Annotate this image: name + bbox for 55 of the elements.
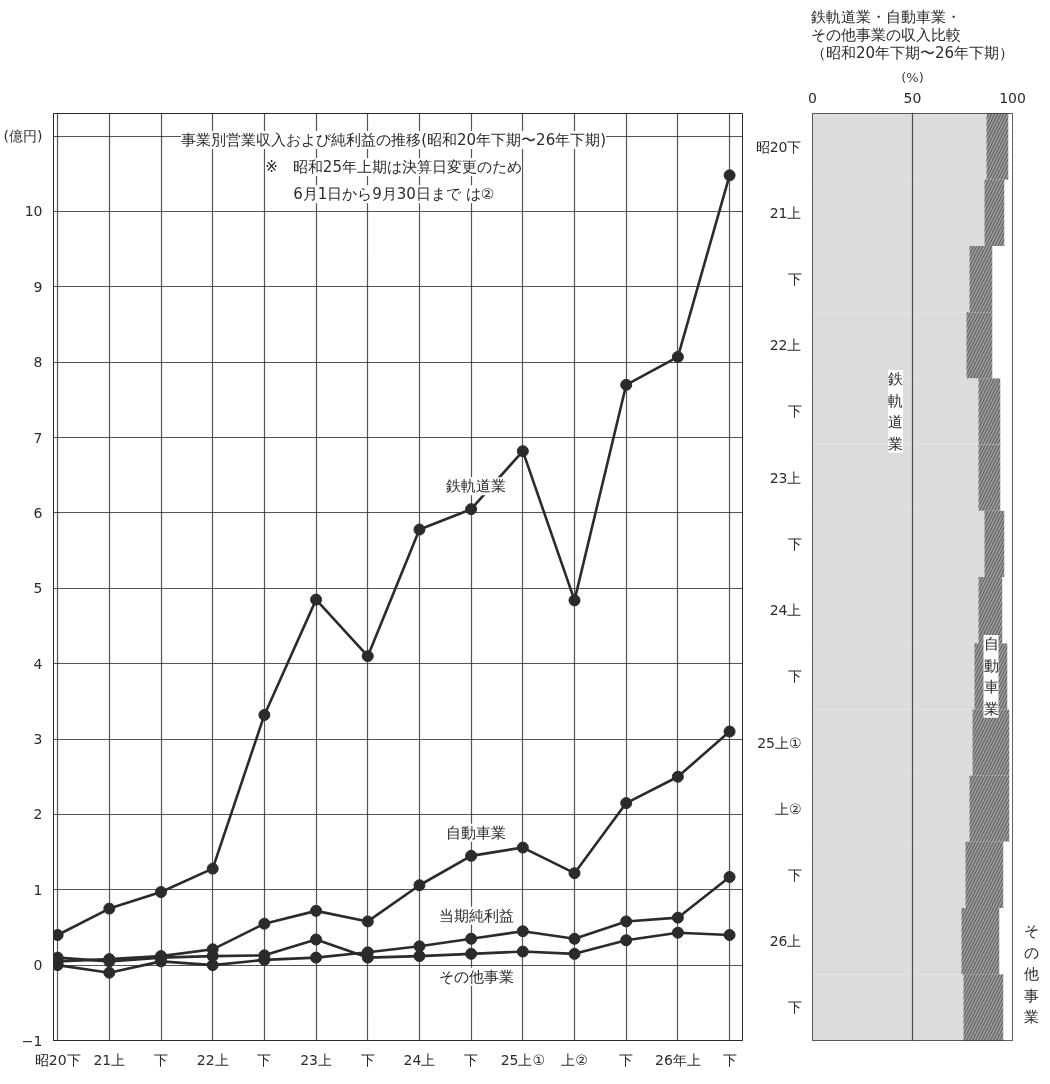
y-tick-label: 下	[787, 866, 802, 883]
x-tick-label: 下	[257, 1051, 272, 1068]
y-tick-label: 昭20下	[755, 138, 802, 155]
y-tick-label: (億円)	[3, 128, 43, 145]
y-tick-label: 24上	[769, 602, 802, 619]
y-tick-label: 4	[33, 655, 43, 672]
x-tick-label: 下	[722, 1051, 737, 1068]
y-tick-label: 6	[33, 504, 43, 521]
x-tick-label: 24上	[403, 1051, 436, 1068]
y-tick-label: 下	[787, 535, 802, 552]
x-tick-label: 下	[464, 1051, 479, 1068]
y-tick-label: 下	[787, 999, 802, 1016]
x-tick-label: 26年上	[654, 1051, 701, 1068]
series-label: 自動車業	[446, 823, 507, 842]
x-tick-label: 下	[619, 1051, 634, 1068]
x-tick-label: 25上①	[500, 1051, 546, 1068]
y-tick-label: 22上	[769, 337, 802, 354]
x-tick-label: 下	[154, 1051, 169, 1068]
x-tick-label: 0	[808, 89, 817, 106]
x-tick-label: 上②	[561, 1051, 588, 1068]
y-tick-label: 9	[33, 278, 43, 295]
series-label: 鉄軌道業	[888, 370, 903, 453]
y-tick-label: 23上	[769, 469, 802, 486]
x-tick-label: 23上	[300, 1051, 332, 1068]
annotation: 6月1日から9月30日まで は②	[293, 185, 495, 204]
x-tick-label: 50	[903, 89, 922, 106]
x-tick-label: 22上	[196, 1051, 229, 1068]
y-tick-label: 21上	[769, 204, 802, 221]
y-tick-label: 下	[787, 271, 802, 288]
text: 事業別営業収入および純利益の推移(昭和20年下期〜26年下期)	[181, 130, 607, 149]
x-axis-title: (%)	[901, 69, 924, 85]
y-tick-label: 下	[787, 403, 802, 420]
y-tick-label: −1	[21, 1032, 43, 1049]
y-tick-label: 上②	[774, 800, 802, 817]
y-tick-label: 8	[33, 354, 43, 371]
series-label: 当期純利益	[438, 906, 514, 925]
y-tick-label: 1	[33, 881, 43, 898]
x-tick-label: 下	[360, 1051, 375, 1068]
y-tick-label: 25上①	[757, 734, 802, 751]
y-tick-label: 10	[24, 203, 43, 220]
series-label: その他事業	[438, 967, 514, 986]
y-tick-label: 26上	[769, 933, 802, 950]
annotation: ※ 昭和25年上期は決算日変更のため	[265, 158, 522, 177]
y-tick-label: 0	[33, 957, 43, 974]
series-label: 自動車業	[983, 634, 999, 718]
y-tick-label: 3	[33, 731, 43, 748]
series-label: その他事業	[1023, 922, 1039, 1027]
y-tick-label: 5	[33, 580, 43, 597]
y-tick-label: 7	[33, 429, 43, 446]
x-tick-label: 100	[999, 89, 1026, 106]
series-label: 鉄軌道業	[446, 477, 507, 496]
x-tick-label: 21上	[93, 1051, 126, 1068]
y-tick-label: 2	[33, 806, 43, 823]
y-tick-label: 下	[787, 668, 802, 685]
chart-title: 鉄軌道業・自動車業・その他事業の収入比較（昭和20年下期〜26年下期）	[810, 7, 1015, 62]
